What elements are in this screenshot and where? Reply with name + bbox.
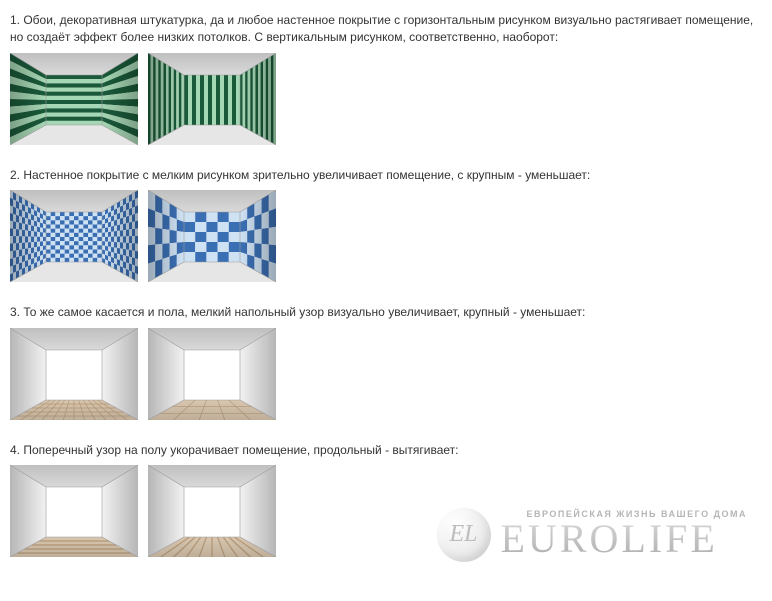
section-4-images: EL ЕВРОПЕЙСКАЯ ЖИЗНЬ ВАШЕГО ДОМА EUROLIF…: [10, 465, 762, 557]
watermark-logo: EL ЕВРОПЕЙСКАЯ ЖИЗНЬ ВАШЕГО ДОМА EUROLIF…: [437, 508, 748, 562]
room-illustration: [148, 465, 276, 557]
logo-globe-icon: EL: [437, 508, 491, 562]
section-1-text: 1. Обои, декоративная штукатурка, да и л…: [10, 12, 762, 47]
section-4-text: 4. Поперечный узор на полу укорачивает п…: [10, 442, 762, 459]
room-illustration: [148, 53, 276, 145]
section-2-text: 2. Настенное покрытие с мелким рисунком …: [10, 167, 762, 184]
room-illustration: [10, 328, 138, 420]
section-3-images: [10, 328, 762, 420]
section-3-text: 3. То же самое касается и пола, мелкий н…: [10, 304, 762, 321]
room-illustration: [10, 465, 138, 557]
logo-name: EUROLIFE: [501, 519, 748, 559]
room-illustration: [148, 190, 276, 282]
section-2-images: [10, 190, 762, 282]
room-illustration: [10, 190, 138, 282]
room-illustration: [148, 328, 276, 420]
section-1-images: [10, 53, 762, 145]
room-illustration: [10, 53, 138, 145]
